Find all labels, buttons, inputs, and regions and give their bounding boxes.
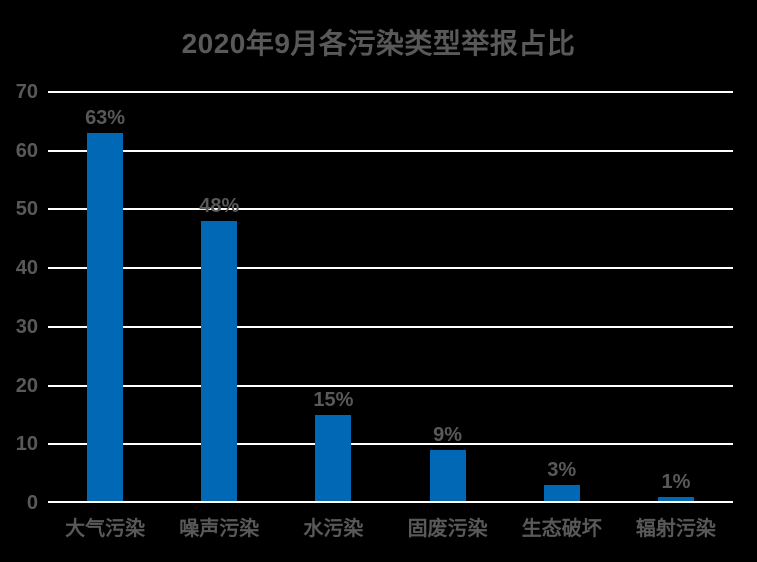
y-axis-tick-label-40: 40 (15, 257, 38, 280)
bar-2 (315, 414, 352, 503)
gridline-20 (48, 384, 733, 387)
y-axis-tick-label-60: 60 (15, 139, 38, 162)
gridline-30 (48, 325, 733, 328)
y-axis-tick-label-20: 20 (15, 374, 38, 397)
y-axis-tick-label-30: 30 (15, 315, 38, 338)
x-axis-category-label-5: 辐射污染 (635, 518, 716, 540)
y-axis-tick-label-0: 0 (26, 492, 38, 514)
x-axis-category-label-2: 水污染 (303, 518, 364, 540)
x-axis-line (48, 501, 733, 503)
x-axis-category-label-1: 噪声污染 (179, 518, 260, 540)
y-axis-tick-label-70: 70 (15, 81, 38, 103)
bar-value-label-5: 1% (661, 471, 691, 494)
y-axis-tick-label-10: 10 (15, 433, 38, 456)
gridline-70 (48, 91, 733, 93)
x-axis-category-label-3: 固废污染 (407, 518, 488, 540)
bar-3 (429, 450, 466, 503)
bar-5 (657, 497, 694, 503)
bar-value-label-4: 3% (547, 459, 577, 482)
chart-title: 2020年9月各污染类型举报占比 (181, 28, 576, 59)
gridline-60 (48, 149, 733, 152)
bar-value-label-2: 15% (313, 388, 354, 411)
bar-0 (87, 133, 124, 503)
bar-4 (543, 485, 580, 503)
gridline-10 (48, 443, 733, 446)
plot-area (48, 91, 733, 503)
gridline-50 (48, 208, 733, 211)
gridline-40 (48, 267, 733, 270)
y-axis-tick-label-50: 50 (15, 198, 38, 221)
bar-value-label-1: 48% (199, 195, 240, 218)
bar-1 (201, 221, 238, 503)
bar-value-label-3: 9% (433, 424, 463, 447)
bar-value-label-0: 63% (85, 107, 126, 130)
x-axis-category-label-4: 生态破坏 (521, 518, 602, 540)
x-axis-category-label-0: 大气污染 (65, 518, 146, 540)
